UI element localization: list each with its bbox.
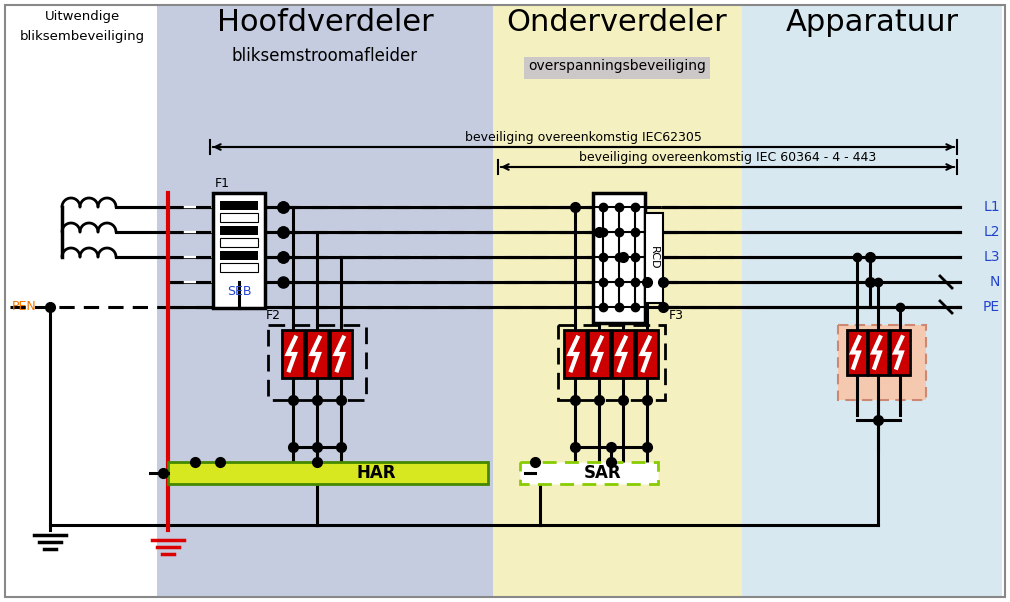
Text: L2: L2 [984,225,1000,239]
Text: SAR: SAR [584,464,621,482]
Text: beveiliging overeenkomstig IEC62305: beveiliging overeenkomstig IEC62305 [465,131,702,144]
Text: PE: PE [983,300,1000,314]
Text: HAR: HAR [357,464,396,482]
Bar [168,462,488,484]
Bar [220,263,258,272]
Bar [588,330,610,378]
Bar [645,213,663,303]
Bar [213,193,265,308]
Bar [847,330,867,375]
Bar [157,5,493,597]
Text: F3: F3 [669,309,684,322]
Bar [220,226,258,235]
Bar [524,57,710,79]
Bar [220,213,258,222]
Bar [520,462,658,484]
Bar [282,330,304,378]
Text: Uitwendige
bliksembeveiliging: Uitwendige bliksembeveiliging [19,10,144,43]
Bar [558,325,665,400]
Text: RCD: RCD [649,246,659,270]
Bar [890,330,910,375]
Bar [612,330,634,378]
Bar [220,201,258,210]
Bar [742,5,1002,597]
Text: PEN: PEN [12,300,36,314]
Text: overspanningsbeveiliging: overspanningsbeveiliging [528,59,706,73]
Bar [838,325,926,400]
Text: Hoofdverdeler: Hoofdverdeler [216,8,433,37]
Bar [564,330,586,378]
Bar [493,5,742,597]
Text: bliksemstroomafleider: bliksemstroomafleider [232,47,418,65]
Text: Apparatuur: Apparatuur [786,8,958,37]
Bar [593,193,645,323]
Bar [330,330,352,378]
Text: Onderverdeler: Onderverdeler [507,8,727,37]
Text: L3: L3 [984,250,1000,264]
Text: beveiliging overeenkomstig IEC 60364 - 4 - 443: beveiliging overeenkomstig IEC 60364 - 4… [579,151,876,164]
Bar [220,251,258,260]
Bar [868,330,888,375]
Text: L1: L1 [984,200,1000,214]
Bar [636,330,658,378]
Text: F1: F1 [215,177,230,190]
Text: F2: F2 [266,309,281,322]
Text: SEB: SEB [227,285,251,298]
Bar [306,330,328,378]
Bar [220,238,258,247]
Text: N: N [990,275,1000,289]
Bar [268,325,366,400]
